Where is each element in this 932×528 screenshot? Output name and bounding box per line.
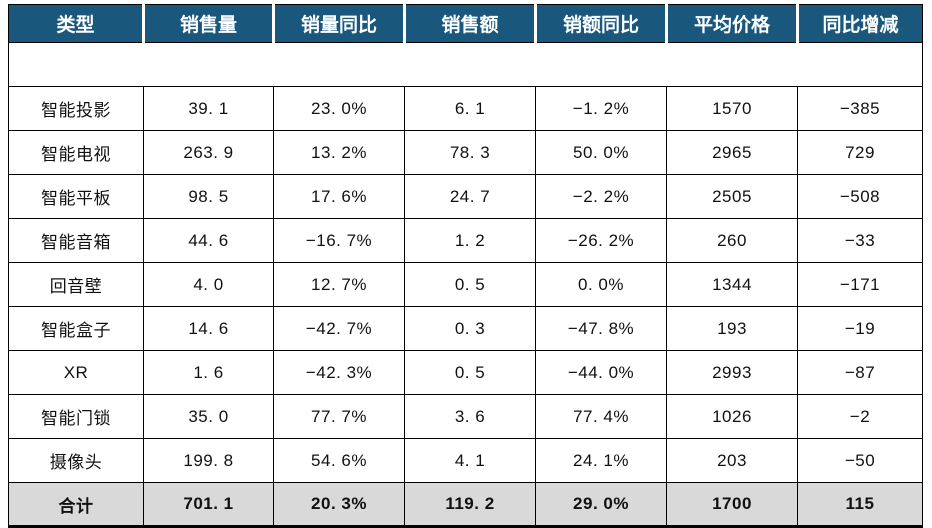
table-cell: 24. 1% — [535, 438, 667, 483]
table-cell: 17. 6% — [273, 174, 405, 219]
sales-table: 类型 销售量 销量同比 销售额 销额同比 平均价格 同比增减 智能投影 39. 1… — [8, 4, 923, 528]
sales-report-page: 类型 销售量 销量同比 销售额 销额同比 平均价格 同比增减 智能投影 39. 1… — [8, 4, 923, 528]
table-cell: −42. 7% — [273, 306, 405, 351]
table-cell: −508 — [797, 174, 923, 219]
table-row: 智能电视 263. 9 13. 2% 78. 3 50. 0% 2965 729 — [8, 130, 923, 175]
table-cell: 701. 1 — [143, 482, 274, 528]
table-cell: 0. 5 — [404, 350, 536, 395]
table-cell: 77. 7% — [273, 394, 405, 439]
table-cell: 44. 6 — [143, 218, 274, 263]
table-cell: 0. 0% — [535, 262, 667, 307]
table-cell: 1. 6 — [143, 350, 274, 395]
table-cell: −44. 0% — [535, 350, 667, 395]
header-row: 类型 销售量 销量同比 销售额 销额同比 平均价格 同比增减 — [8, 4, 923, 43]
table-cell: −26. 2% — [535, 218, 667, 263]
table-cell: 35. 0 — [143, 394, 274, 439]
row-label: 智能盒子 — [8, 306, 144, 351]
table-row: 智能平板 98. 5 17. 6% 24. 7 −2. 2% 2505 −508 — [8, 174, 923, 219]
table-cell: −87 — [797, 350, 923, 395]
table-cell: −42. 3% — [273, 350, 405, 395]
table-cell: 78. 3 — [404, 130, 536, 175]
row-label: 智能音箱 — [8, 218, 144, 263]
table-cell: −385 — [797, 86, 923, 131]
row-label: 摄像头 — [8, 438, 144, 483]
header-spacer — [8, 42, 923, 87]
table-cell: 6. 1 — [404, 86, 536, 131]
table-cell: 1570 — [666, 86, 798, 131]
table-cell: −19 — [797, 306, 923, 351]
table-cell: 1. 2 — [404, 218, 536, 263]
table-cell: −50 — [797, 438, 923, 483]
table-cell: 12. 7% — [273, 262, 405, 307]
table-cell: 4. 0 — [143, 262, 274, 307]
table-row: 智能门锁 35. 0 77. 7% 3. 6 77. 4% 1026 −2 — [8, 394, 923, 439]
table-cell: 199. 8 — [143, 438, 274, 483]
table-cell: 39. 1 — [143, 86, 274, 131]
col-header-avg-price: 平均价格 — [665, 4, 798, 43]
table-cell: 119. 2 — [404, 482, 536, 528]
table-cell: 1700 — [666, 482, 798, 528]
table-row: XR 1. 6 −42. 3% 0. 5 −44. 0% 2993 −87 — [8, 350, 923, 395]
row-label: 智能门锁 — [8, 394, 144, 439]
table-cell: 54. 6% — [273, 438, 405, 483]
table-cell: 263. 9 — [143, 130, 274, 175]
table-cell: −47. 8% — [535, 306, 667, 351]
col-header-yoy-change: 同比增减 — [796, 4, 923, 43]
table-cell: 1344 — [666, 262, 798, 307]
table-cell: 1026 — [666, 394, 798, 439]
row-label: 智能电视 — [8, 130, 144, 175]
total-row: 合计 701. 1 20. 3% 119. 2 29. 0% 1700 115 — [8, 482, 923, 528]
table-cell: −2 — [797, 394, 923, 439]
table-cell: 0. 5 — [404, 262, 536, 307]
col-header-sales-amount: 销售额 — [403, 4, 536, 43]
table-cell: −33 — [797, 218, 923, 263]
table-row: 智能音箱 44. 6 −16. 7% 1. 2 −26. 2% 260 −33 — [8, 218, 923, 263]
row-label: 智能平板 — [8, 174, 144, 219]
table-row: 摄像头 199. 8 54. 6% 4. 1 24. 1% 203 −50 — [8, 438, 923, 483]
table-cell: 77. 4% — [535, 394, 667, 439]
table-cell: 193 — [666, 306, 798, 351]
table-cell: 2993 — [666, 350, 798, 395]
table-cell: 4. 1 — [404, 438, 536, 483]
table-cell: 20. 3% — [273, 482, 405, 528]
table-cell: −16. 7% — [273, 218, 405, 263]
table-cell: −171 — [797, 262, 923, 307]
table-cell: 3. 6 — [404, 394, 536, 439]
row-label: XR — [8, 350, 144, 395]
table-cell: 115 — [797, 482, 923, 528]
table-cell: 0. 3 — [404, 306, 536, 351]
table-row: 回音壁 4. 0 12. 7% 0. 5 0. 0% 1344 −171 — [8, 262, 923, 307]
table-row: 智能投影 39. 1 23. 0% 6. 1 −1. 2% 1570 −385 — [8, 86, 923, 131]
table-cell: 98. 5 — [143, 174, 274, 219]
table-cell: 23. 0% — [273, 86, 405, 131]
table-cell: 260 — [666, 218, 798, 263]
header-spacer-cell — [8, 42, 923, 87]
col-header-sales-volume: 销售量 — [142, 4, 274, 43]
table-cell: −1. 2% — [535, 86, 667, 131]
table-cell: 729 — [797, 130, 923, 175]
table-cell: 2505 — [666, 174, 798, 219]
row-label: 回音壁 — [8, 262, 144, 307]
row-label: 智能投影 — [8, 86, 144, 131]
table-row: 智能盒子 14. 6 −42. 7% 0. 3 −47. 8% 193 −19 — [8, 306, 923, 351]
table-cell: 13. 2% — [273, 130, 405, 175]
col-header-type: 类型 — [8, 4, 144, 43]
col-header-volume-yoy: 销量同比 — [272, 4, 405, 43]
row-label: 合计 — [8, 482, 144, 528]
table-cell: −2. 2% — [535, 174, 667, 219]
table-cell: 203 — [666, 438, 798, 483]
table-cell: 2965 — [666, 130, 798, 175]
table-cell: 24. 7 — [404, 174, 536, 219]
table-cell: 14. 6 — [143, 306, 274, 351]
col-header-amount-yoy: 销额同比 — [534, 4, 667, 43]
table-cell: 29. 0% — [535, 482, 667, 528]
table-cell: 50. 0% — [535, 130, 667, 175]
